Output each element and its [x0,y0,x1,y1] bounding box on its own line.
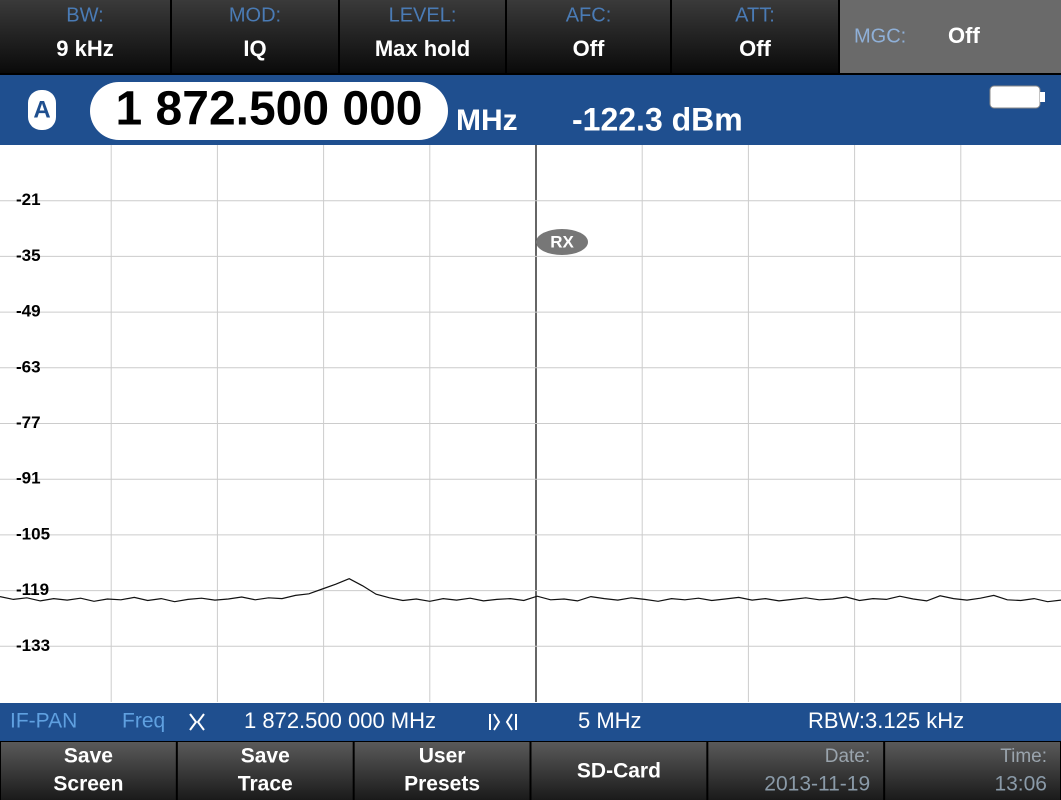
channel-badge [28,90,56,130]
top-value: 9 kHz [56,36,113,61]
top-value: Off [739,36,771,61]
softkey[interactable] [531,742,707,800]
softkey-label: User [419,745,466,768]
top-cell[interactable] [672,0,838,73]
frequency: 1 872.500 000 [116,83,423,136]
marker-label: RX [550,232,574,251]
span-icon [489,713,517,731]
y-tick-label: -105 [16,524,50,543]
frequency-box [90,82,448,140]
softkey-label: 2013-11-19 [764,773,870,796]
top-value: Max hold [375,36,470,61]
top-cell[interactable] [0,0,170,73]
center: 1 872.500 000 MHz [244,708,436,733]
softkey-label: Save [64,745,113,768]
top-label: BW: [66,4,103,26]
softkey-label: Date: [825,746,870,767]
status-bar [0,703,1061,741]
top-label: AFC: [566,4,612,26]
center-icon [189,713,205,731]
y-tick-label: -35 [16,246,41,265]
top-label: MGC: [854,25,906,47]
battery [989,85,1041,109]
y-tick-label: -133 [16,636,50,655]
softkey[interactable] [1,742,176,800]
top-value: IQ [243,36,266,61]
softkey [885,742,1060,800]
top-cell[interactable] [507,0,670,73]
battery-tip [1040,92,1045,102]
softkey[interactable] [354,742,530,800]
field: Freq [122,710,165,733]
softkey[interactable] [177,742,353,800]
softkey-label: Screen [53,773,123,796]
softkeys: Save Screen Save Trace User Presets SD-Card Dat… [1,742,1060,800]
channel: A [33,96,50,123]
softkey-label: Trace [238,773,293,796]
y-tick-label: -21 [16,190,41,209]
trace [0,578,1061,603]
y-tick-label: -63 [16,357,41,376]
top-cell[interactable] [172,0,338,73]
y-tick-label: -119 [16,580,49,599]
softkey-label: Time: [1000,746,1047,767]
softkey-label: Save [241,745,290,768]
y-tick-label: -91 [16,469,41,488]
y-tick-label: -77 [16,413,41,432]
level: -122.3 dBm [572,101,743,137]
top-bar: BW: 9 kHz MOD: IQ LEVEL: Max hold AFC: Off ATT: O… [0,0,1061,73]
mode: IF-PAN [10,710,77,733]
softkey-label: 13:06 [994,773,1047,796]
frequency-unit: MHz [456,104,518,137]
plot: -21 -35 -49 -63 -77 -91 -105 -119 -133 RX [0,145,1061,702]
softkey [708,742,884,800]
top-label: ATT: [735,4,775,26]
top-label: LEVEL: [389,4,457,26]
marker-badge [536,229,588,255]
span: 5 MHz [578,708,642,733]
top-value: Off [573,36,605,61]
top-cell[interactable] [340,0,505,73]
y-tick-label: -49 [16,302,41,321]
softkey-label: Presets [404,773,480,796]
softkey-label: SD-Card [577,760,661,783]
rbw: RBW:3.125 kHz [808,708,964,733]
top-value: Off [948,23,980,48]
top-cell[interactable] [840,0,1061,73]
top-label: MOD: [229,4,281,26]
